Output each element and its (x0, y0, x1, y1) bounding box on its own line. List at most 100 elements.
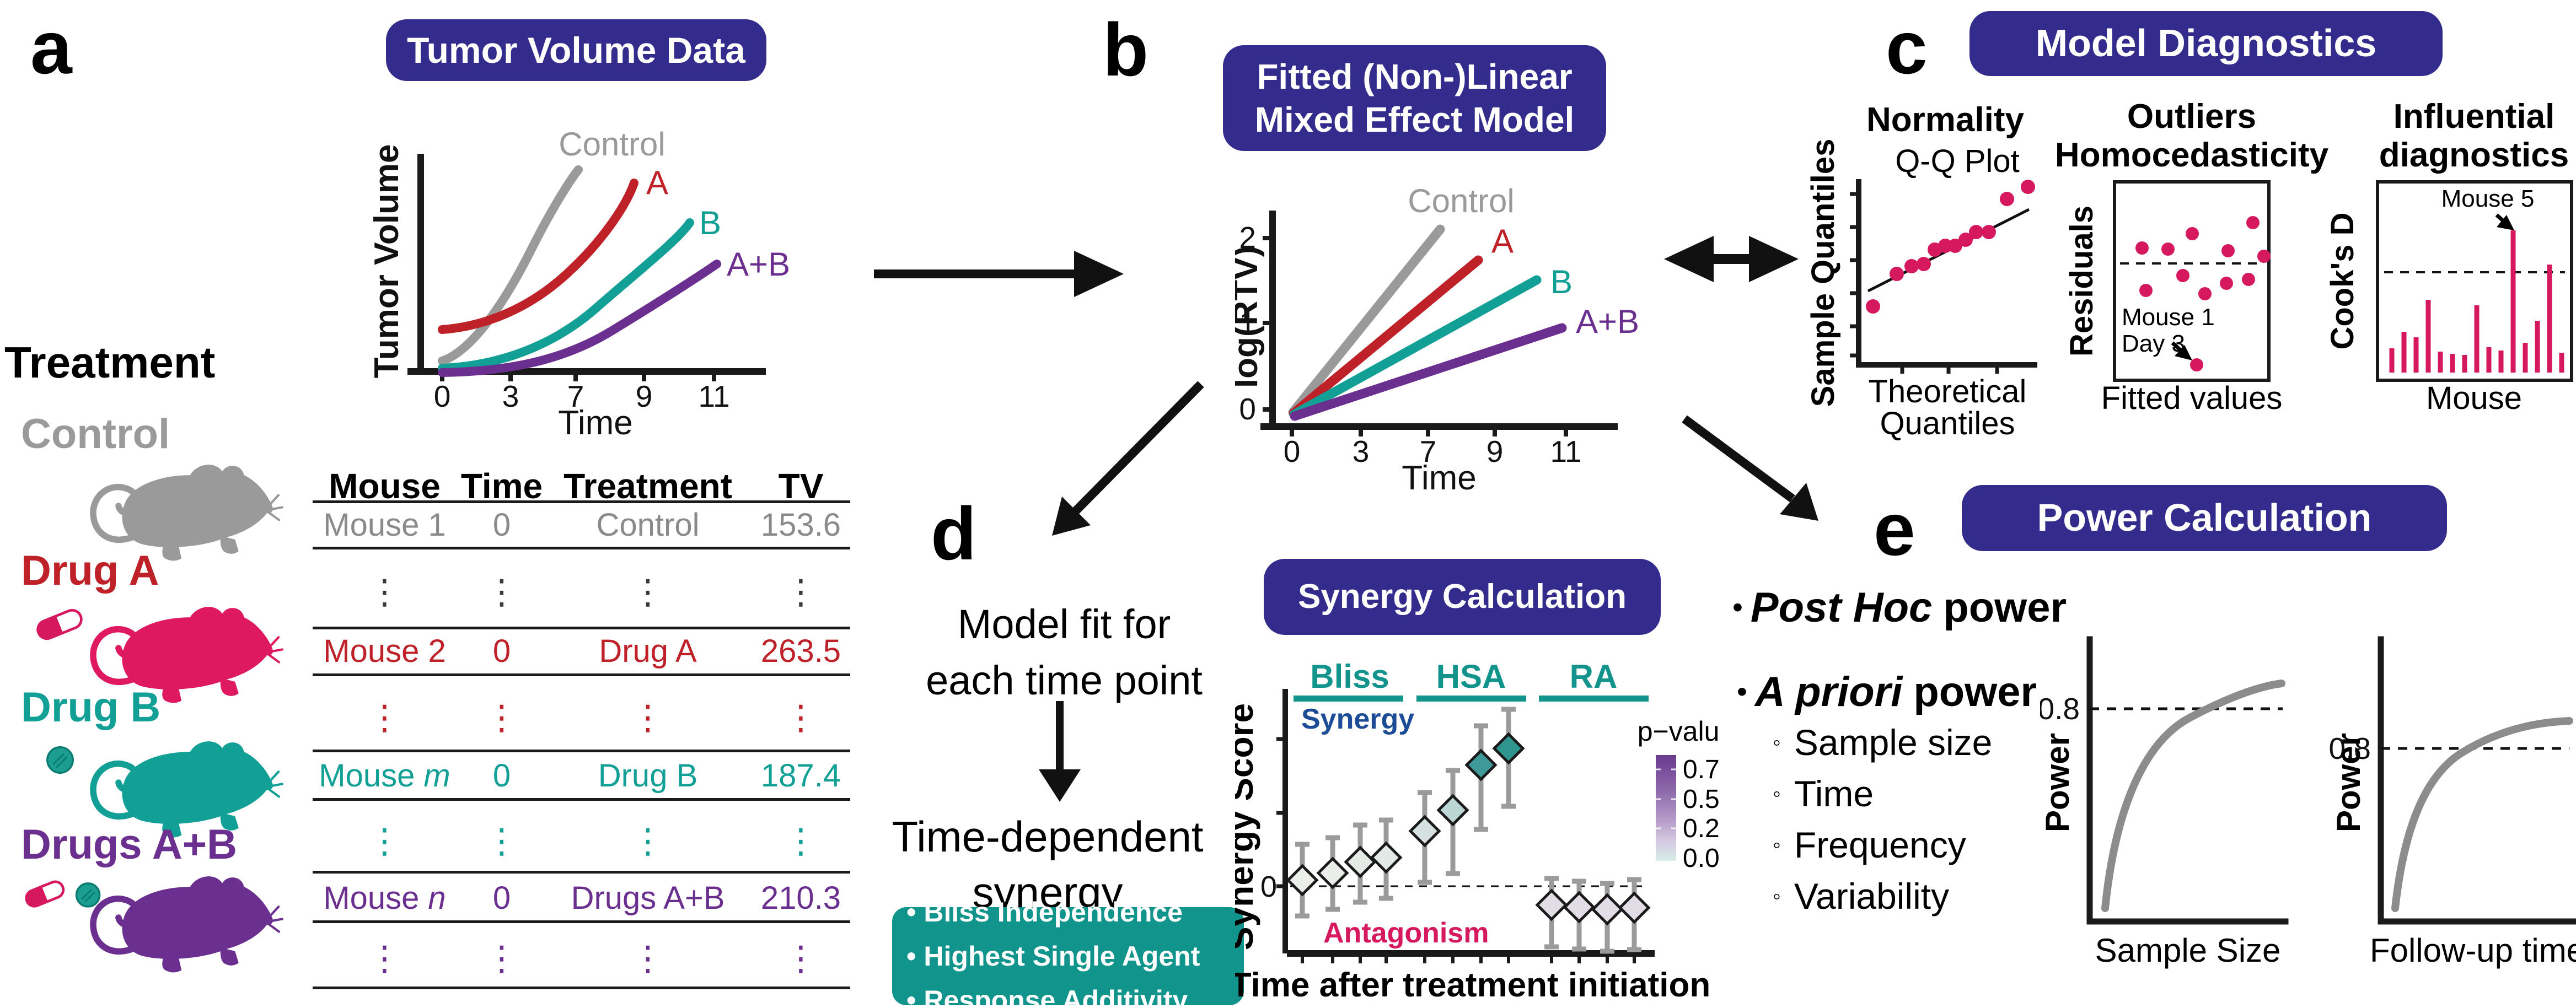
cell-treatment: Drug A (599, 633, 697, 669)
col-header-tv: TV (778, 466, 824, 506)
b-line-b (1289, 275, 1542, 419)
synergy-error-bars (1295, 707, 1641, 954)
table-ellipsis-row: ⋮ ⋮ ⋮ ⋮ (312, 811, 852, 872)
sub-bullet-icon: ◦ (1773, 883, 1781, 909)
arrow-a-to-b-icon (874, 251, 1124, 297)
ellipsis: ⋮ (485, 699, 519, 737)
treatment-heading: Treatment (4, 338, 216, 387)
svg-text:Bliss: Bliss (1310, 658, 1389, 695)
cell-treatment: Control (596, 507, 700, 543)
tablet-pill-icon (46, 746, 74, 774)
synergy-x-ticks (1301, 953, 1636, 963)
ellipsis: ⋮ (631, 699, 665, 737)
a-curve-drug-b (438, 218, 694, 373)
table-row: Mouse n 0 Drugs A+B 210.3 (312, 876, 852, 919)
b-line-a (1289, 255, 1483, 418)
svg-text:3: 3 (502, 379, 519, 413)
synergy-diamonds (1286, 732, 1651, 926)
svg-text:9: 9 (636, 379, 653, 413)
header-b-line1: Fitted (Non-)Linear (1257, 56, 1573, 96)
ellipsis: ⋮ (485, 822, 519, 860)
residuals-plot-frame (2113, 180, 2271, 382)
ellipsis: ⋮ (367, 822, 402, 860)
table-rule (313, 750, 850, 752)
panel-c-label: c (1886, 6, 1928, 89)
b-series-label-ab: A+B (1576, 303, 1639, 340)
table-ellipsis-row: ⋮ ⋮ ⋮ ⋮ (312, 932, 852, 985)
cooks-bars (2389, 230, 2564, 373)
svg-text:0.25: 0.25 (1683, 814, 1720, 843)
a-x-tick-labels: 0 3 7 9 11 (434, 379, 730, 413)
cell-time: 0 (492, 507, 511, 543)
table-header-row: Mouse Time Treatment TV (312, 466, 852, 506)
method-response-additivity: • Response Additivity (906, 985, 1188, 1008)
sub-bullet-frequency: ◦ Frequency (1773, 824, 1966, 865)
post-hoc-italic: Post Hoc (1750, 584, 1933, 631)
svg-text:11: 11 (698, 379, 729, 413)
model-diagnostics-plots: Normality Q-Q Plot Sample Quantiles Theo… (1805, 98, 2573, 441)
sub-bullet-label: Time (1794, 773, 1874, 814)
svg-text:9: 9 (1486, 434, 1504, 468)
cell-mouse: Mouse 1 (323, 507, 446, 543)
drug-b-mouse-icon (77, 716, 289, 839)
bullet-icon: • (1732, 591, 1743, 624)
table-row: Mouse 1 0 Control 153.6 (312, 504, 852, 546)
panel-d-label: d (931, 492, 977, 575)
combo-pills-icon (25, 880, 101, 908)
ellipsis: ⋮ (783, 573, 818, 611)
b-series-label-control: Control (1408, 187, 1514, 219)
cell-mouse: Mouse m (319, 757, 450, 794)
a-priori-bullet: • A priori power (1737, 669, 2037, 715)
qq-xlabel-line2: Quantiles (1880, 406, 2015, 441)
cell-tv: 263.5 (760, 633, 841, 669)
qq-title: Normality (1866, 101, 2024, 139)
power1-curve (2101, 680, 2285, 912)
table-rule (313, 500, 850, 503)
svg-text:HSA: HSA (1436, 658, 1506, 695)
a-curve-control (438, 165, 583, 365)
time-dependent-line1: Time-dependent (892, 812, 1204, 861)
col-header-time: Time (460, 466, 543, 506)
header-mixed-effect-model: Fitted (Non-)Linear Mixed Effect Model (1223, 45, 1606, 151)
table-row: Mouse 2 0 Drug A 263.5 (312, 629, 852, 672)
power2-threshold-label: 0.8 (2329, 731, 2371, 766)
svg-text:RA: RA (1570, 658, 1618, 695)
sub-bullet-icon: ◦ (1773, 832, 1781, 858)
b-line-ab (1290, 323, 1567, 421)
sub-bullet-icon: ◦ (1773, 780, 1781, 806)
b-series-label-a: A (1491, 223, 1514, 260)
a-series-label-control: Control (559, 127, 665, 163)
pvalue-colorbar-ticks (1656, 768, 1676, 829)
ellipsis: ⋮ (631, 573, 665, 611)
col-header-mouse: Mouse (329, 466, 441, 506)
cooks-annotation-arrow-icon (2495, 213, 2514, 230)
svg-text:0.00: 0.00 (1683, 844, 1720, 873)
cell-time: 0 (492, 633, 511, 669)
header-synergy-calculation: Synergy Calculation (1264, 559, 1661, 635)
synergy-methods-box: • Bliss Independence • Highest Single Ag… (892, 897, 1244, 1008)
ellipsis: ⋮ (783, 939, 818, 978)
cooks-title-line2: diagnostics (2379, 136, 2569, 174)
log-rtv-chart: 2 1 0 0 3 7 9 11 Time log(RTV) Control A… (1235, 187, 1639, 496)
header-power-calculation: Power Calculation (1962, 485, 2447, 551)
ellipsis: ⋮ (485, 939, 519, 978)
residuals-annotation-arrow-icon (2171, 341, 2192, 360)
model-fit-line2: each time point (926, 657, 1203, 704)
svg-text:2: 2 (1239, 220, 1256, 255)
b-series-label-b: B (1550, 263, 1573, 300)
power-charts: 0.8 Power Sample Size 0.8 Power Follow-u… (2040, 636, 2576, 969)
power2-xlabel: Follow-up time (2370, 932, 2576, 969)
cell-time: 0 (492, 757, 511, 794)
sub-bullet-time: ◦ Time (1773, 773, 1874, 814)
svg-text:11: 11 (1550, 434, 1581, 468)
arrow-b-to-e-icon (1682, 415, 1818, 521)
sub-bullet-label: Variability (1794, 876, 1950, 917)
bullet-icon: • (1737, 675, 1747, 708)
cooks-plot-frame (2376, 180, 2573, 382)
svg-text:3: 3 (1353, 434, 1370, 468)
cell-time: 0 (492, 880, 511, 916)
residuals-title-line2: Homocedasticity (2055, 136, 2329, 174)
svg-text:0: 0 (434, 379, 451, 413)
